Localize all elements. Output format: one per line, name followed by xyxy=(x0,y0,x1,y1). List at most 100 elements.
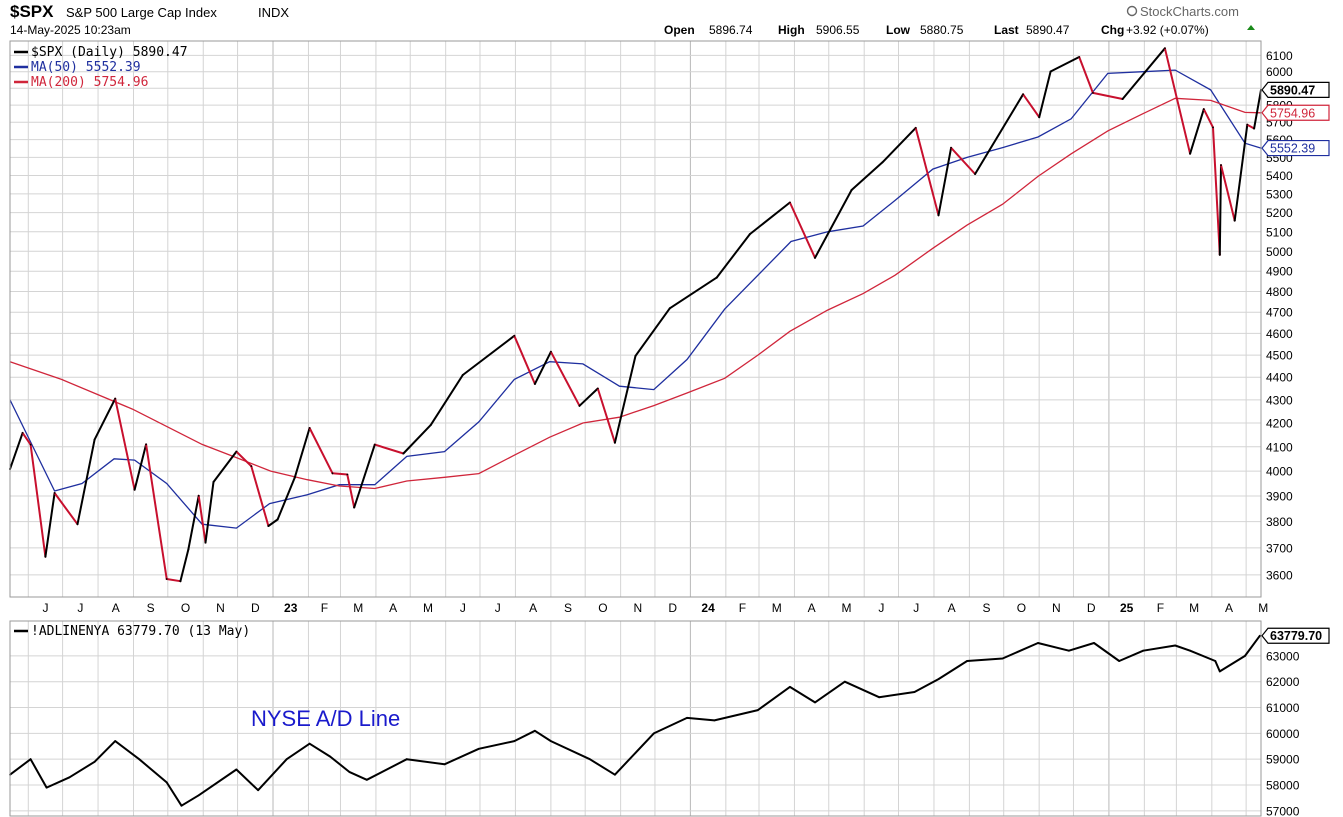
price-y-tick-label: 4800 xyxy=(1266,285,1293,299)
price-y-tick-label: 4000 xyxy=(1266,465,1293,479)
x-tick-label: S xyxy=(983,601,991,615)
data-point-spx xyxy=(29,443,32,446)
series-segment-spx xyxy=(93,397,117,441)
data-point-spx xyxy=(53,492,56,494)
x-tick-label: M xyxy=(772,601,782,615)
price-frame xyxy=(9,40,1262,598)
series-segment-spx xyxy=(1038,70,1052,119)
brand-logo[interactable]: StockCharts.com xyxy=(1126,4,1239,19)
x-tick-label: D xyxy=(668,601,677,615)
data-point-spx xyxy=(197,494,200,497)
series-segment-spx xyxy=(549,350,581,407)
high-value: 5906.55 xyxy=(816,23,860,37)
data-point-adline xyxy=(713,719,716,722)
series-segment-spx xyxy=(267,518,279,527)
series-segment-spx xyxy=(1121,47,1166,100)
data-point-spx xyxy=(534,383,536,385)
series-segment-spx xyxy=(1163,47,1192,155)
end-label-tag xyxy=(1261,81,1330,98)
price-end-labels: 5890.47 5754.96 5552.39 xyxy=(1261,81,1330,157)
data-point-adline xyxy=(138,758,141,761)
brand-icon xyxy=(1126,5,1138,17)
data-point-spx xyxy=(145,443,148,446)
data-point-spx xyxy=(513,334,516,337)
data-point-adline xyxy=(1244,655,1246,657)
series-segment-spx xyxy=(250,465,270,527)
adline-y-tick-label: 58000 xyxy=(1266,779,1300,793)
price-y-tick-label: 4200 xyxy=(1266,417,1293,431)
data-point-adline xyxy=(1068,649,1070,652)
price-y-tick-label: 4400 xyxy=(1266,371,1293,385)
x-tick-label: J xyxy=(495,601,501,615)
price-y-tick-label: 5000 xyxy=(1266,245,1293,259)
low-value: 5880.75 xyxy=(920,23,964,37)
series-segment-spx xyxy=(44,492,56,558)
x-tick-label: J xyxy=(460,601,466,615)
price-y-tick-label: 3700 xyxy=(1266,541,1293,555)
data-point-spx xyxy=(950,146,952,149)
data-point-adline xyxy=(1174,644,1177,647)
data-point-adline xyxy=(614,773,616,776)
series-segment-spx xyxy=(308,427,334,475)
data-point-spx xyxy=(1218,253,1221,256)
price-grid xyxy=(10,41,1261,597)
series-segment-spx xyxy=(1253,88,1262,130)
series-segment-spx xyxy=(914,126,940,217)
data-point-adline xyxy=(1001,657,1004,660)
open-value: 5896.74 xyxy=(709,23,753,37)
price-y-tick-label: 5200 xyxy=(1266,206,1293,220)
x-tick-label: A xyxy=(1225,601,1233,615)
end-label-value: 5890.47 xyxy=(1270,83,1315,97)
price-y-tick-label: 6100 xyxy=(1266,49,1293,63)
price-y-axis: 3600 3700 3800 3900 4000 4100 4200 4300 4400 4500… xyxy=(1266,49,1293,582)
series-segment-spx xyxy=(276,476,296,521)
high-label: High xyxy=(778,23,805,37)
data-point-adline xyxy=(878,696,880,699)
data-point-adline xyxy=(1214,660,1217,662)
adline-y-tick-label: 62000 xyxy=(1266,675,1300,689)
legend-label: MA(50) 5552.39 xyxy=(31,60,141,75)
data-point-spx xyxy=(614,441,616,444)
series-segment-spx xyxy=(197,494,207,544)
data-point-adline xyxy=(757,709,759,711)
series-segment-spx xyxy=(1202,108,1214,129)
series-segment-spx xyxy=(881,126,917,164)
data-point-spx xyxy=(789,201,791,204)
series-segment-spx xyxy=(1212,126,1221,256)
adline-legend: !ADLINENYA 63779.70 (13 May) xyxy=(14,624,250,639)
data-point-spx xyxy=(1078,56,1081,58)
data-point-adline xyxy=(1093,642,1095,644)
x-tick-label: A xyxy=(389,601,397,615)
data-point-adline xyxy=(966,660,968,662)
data-point-spx xyxy=(1212,126,1214,129)
series-segment-spx xyxy=(1022,93,1041,119)
x-tick-label: M xyxy=(353,601,363,615)
x-tick-label: 25 xyxy=(1120,601,1134,615)
price-y-tick-label: 3600 xyxy=(1266,568,1293,582)
data-point-spx xyxy=(212,481,215,483)
x-tick-label: S xyxy=(147,601,155,615)
series-segment-spx xyxy=(165,578,182,583)
series-segment-spx xyxy=(212,450,238,483)
data-point-spx xyxy=(881,161,884,164)
data-point-spx xyxy=(1202,108,1205,111)
series-segment-spx xyxy=(668,276,718,310)
series-segment-spx xyxy=(634,307,671,357)
series-segment-spx xyxy=(1246,123,1256,130)
x-axis: J J A S O N D 23 F M A M J J A S O N D 24 F M A M J J A S O N D 25 F M A M xyxy=(42,601,1268,615)
x-tick-label: D xyxy=(1087,601,1096,615)
series-segment-spx xyxy=(353,443,376,509)
data-point-adline xyxy=(308,742,311,745)
data-point-spx xyxy=(133,488,136,491)
adline-grid xyxy=(10,621,1261,816)
series-segment-spx xyxy=(974,93,1025,175)
series-segment-spx xyxy=(187,494,200,551)
end-label-tag xyxy=(1261,139,1330,157)
data-point-spx xyxy=(1233,219,1236,222)
low-label: Low xyxy=(886,23,911,37)
data-point-spx xyxy=(93,438,96,441)
series-segment-spx xyxy=(1220,164,1236,222)
price-series xyxy=(9,47,1262,583)
data-point-spx xyxy=(850,189,853,191)
